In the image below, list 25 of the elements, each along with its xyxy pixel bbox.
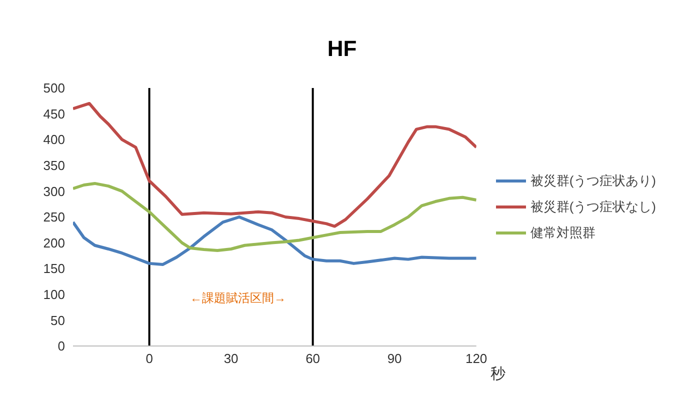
- y-tick-label: 100: [43, 287, 65, 302]
- y-tick-label: 450: [43, 106, 65, 122]
- y-tick-label: 200: [43, 235, 65, 250]
- chart-title: HF: [326, 36, 358, 62]
- y-tick-label: 400: [43, 132, 65, 148]
- y-tick-label: 350: [43, 158, 65, 174]
- x-tick-label: 60: [306, 351, 320, 366]
- y-tick-label: 500: [43, 80, 65, 96]
- y-tick-label: 150: [43, 261, 65, 276]
- x-tick-label: 30: [224, 351, 238, 366]
- legend-label: 健常対照群: [530, 224, 596, 242]
- y-tick-label: 0: [58, 338, 65, 354]
- line-series: [73, 216, 476, 266]
- line-series: [73, 182, 476, 252]
- line-series: [73, 102, 476, 228]
- x-tick-label: 90: [387, 351, 402, 366]
- legend-label: 被災群(うつ症状あり): [530, 172, 656, 190]
- annotation: ←課題賦活区間→: [189, 290, 287, 307]
- x-axis-title: 秒: [490, 365, 506, 382]
- x-tick-label: 0: [146, 351, 153, 366]
- y-tick-label: 300: [43, 184, 65, 199]
- legend-label: 被災群(うつ症状なし): [530, 198, 656, 216]
- y-tick-label: 50: [50, 312, 65, 328]
- x-tick-label: 120: [465, 351, 488, 366]
- y-tick-label: 250: [43, 210, 65, 225]
